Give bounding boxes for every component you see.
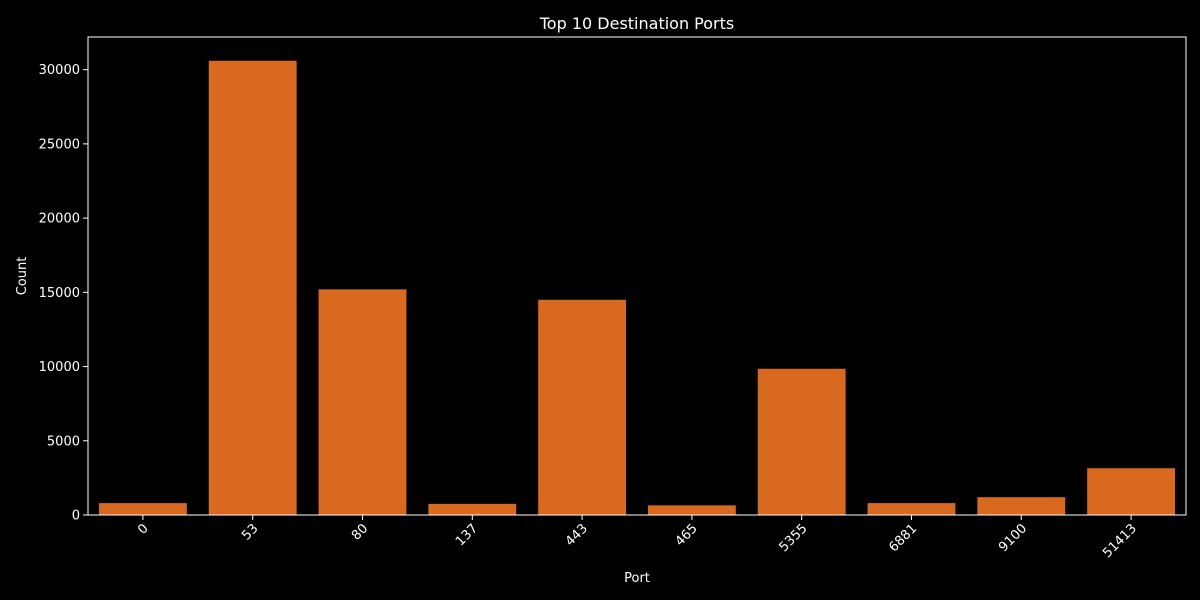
x-tick-label: 6881: [886, 521, 920, 555]
x-tick-label: 9100: [996, 521, 1030, 555]
x-tick-label: 0: [135, 521, 151, 537]
y-tick-label: 30000: [39, 63, 80, 78]
x-tick-label: 465: [673, 521, 701, 549]
y-axis-ticks: 0 5000 10000 15000 20000 25000 30000: [39, 63, 88, 524]
bars-group: [98, 60, 1176, 515]
chart-title: Top 10 Destination Ports: [539, 14, 734, 33]
bar-port-6881: [867, 503, 956, 515]
bar-port-0: [98, 503, 187, 515]
bar-port-51413: [1087, 468, 1176, 515]
bar-port-9100: [977, 497, 1066, 515]
x-axis-ticks: 0 53 80 137 443 465 5355 6881 9100 51413: [135, 515, 1140, 561]
y-tick-label: 0: [72, 509, 80, 524]
bar-port-137: [428, 503, 517, 515]
x-tick-label: 51413: [1100, 521, 1140, 561]
x-tick-label: 137: [453, 521, 481, 549]
plot-frame: [87, 36, 1187, 516]
bar-port-443: [538, 299, 627, 515]
x-tick-label: 80: [349, 521, 371, 543]
x-axis-label: Port: [624, 571, 650, 586]
y-tick-label: 10000: [39, 360, 80, 375]
y-tick-label: 20000: [39, 212, 80, 227]
x-tick-label: 5355: [777, 521, 811, 555]
x-tick-label: 443: [563, 521, 591, 549]
bar-port-53: [208, 60, 297, 515]
bar-port-80: [318, 289, 407, 515]
y-tick-label: 5000: [47, 434, 80, 449]
y-axis-label: Count: [15, 257, 30, 296]
y-tick-label: 25000: [39, 137, 80, 152]
bar-port-465: [647, 505, 736, 515]
bar-port-5355: [757, 368, 846, 515]
x-tick-label: 53: [239, 521, 261, 543]
y-tick-label: 15000: [39, 286, 80, 301]
